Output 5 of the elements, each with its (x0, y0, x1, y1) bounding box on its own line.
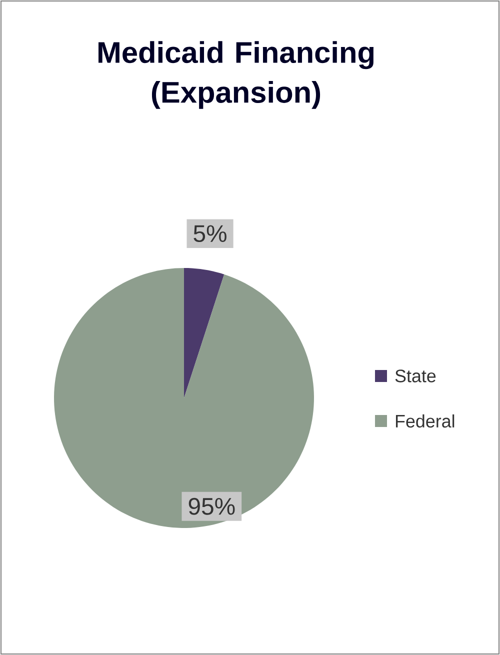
data-label: 5% (194, 225, 226, 242)
legend-label: State (395, 370, 436, 382)
chart-title: Medicaid Financing (Expansion) (98, 41, 374, 109)
data-label: 95% (188, 498, 235, 515)
legend-label: Federal (396, 414, 454, 428)
